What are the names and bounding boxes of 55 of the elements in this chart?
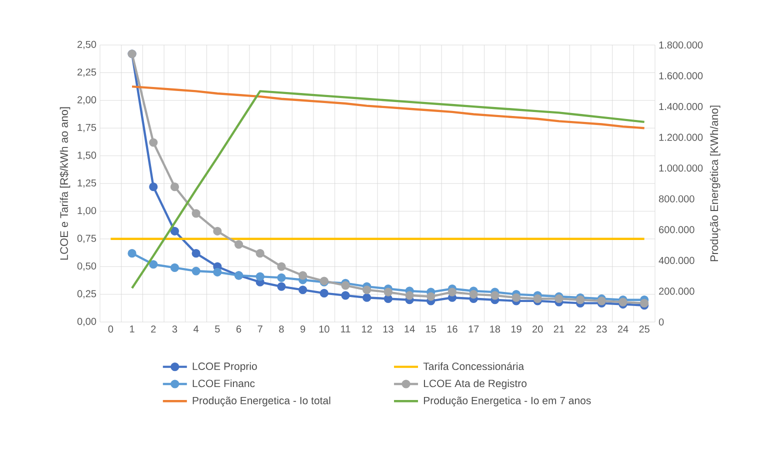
x-tick-label: 9: [300, 326, 306, 333]
y2-tick-label: 0: [658, 318, 664, 326]
y-tick-label: 0,00: [77, 318, 96, 326]
x-tick-label: 15: [426, 326, 436, 333]
x-tick-label: 13: [383, 326, 394, 333]
y2-tick-label: 200.000: [659, 288, 694, 295]
x-tick-label: 22: [575, 326, 586, 333]
legend-label: Tarifa Concessionária: [423, 362, 524, 370]
y-tick-label: 0,50: [77, 262, 96, 271]
y2-tick-label: 1.600.000: [659, 72, 703, 80]
y2-axis-title: Produção Energética [KWh/ano]: [710, 106, 720, 262]
x-tick-label: 6: [236, 326, 242, 333]
y-tick-label: 1,75: [78, 124, 96, 132]
x-tick-label: 10: [319, 326, 330, 333]
y2-tick-label: 800.000: [658, 195, 694, 202]
x-tick-label: 20: [532, 326, 543, 333]
y2-tick-label: 1.800.000: [659, 41, 703, 49]
x-tick-label: 4: [194, 326, 199, 332]
legend-label: Produção Energetica - Io em 7 anos: [424, 396, 591, 406]
y2-tick-label: 1.000.000: [659, 164, 703, 172]
legend-label: LCOE Proprio: [192, 362, 257, 372]
x-tick-label: 7: [258, 326, 262, 332]
x-tick-label: 1: [130, 326, 134, 332]
y-tick-label: 0,25: [77, 290, 96, 298]
x-tick-label: 5: [215, 326, 220, 333]
y-tick-label: 0,75: [77, 234, 96, 244]
x-tick-label: 0: [108, 326, 114, 333]
x-tick-label: 17: [468, 326, 479, 332]
x-tick-label: 16: [447, 326, 458, 333]
y2-tick-label: 1.200.000: [659, 134, 703, 141]
y2-tick-label: 600.000: [659, 226, 694, 234]
legend-label: Produção Energetica - Io total: [192, 396, 330, 406]
y2-tick-label: 400.000: [658, 256, 694, 264]
y-axis-title: LCOE e Tarifa [R$/kWh ao ano]: [60, 107, 70, 260]
y2-tick-label: 1.400.000: [659, 103, 703, 110]
x-tick-label: 23: [596, 326, 607, 333]
x-tick-label: 21: [554, 326, 564, 333]
y-tick-label: 2,25: [78, 68, 96, 77]
x-tick-label: 25: [639, 326, 650, 333]
y-tick-label: 2,00: [78, 96, 96, 105]
x-tick-label: 19: [511, 326, 522, 333]
y-tick-label: 2,50: [78, 40, 96, 50]
y-tick-label: 1,50: [78, 152, 96, 160]
x-tick-label: 12: [362, 326, 372, 333]
y-tick-label: 1,00: [78, 207, 96, 216]
x-tick-label: 18: [490, 326, 500, 333]
y-tick-label: 1,25: [78, 179, 96, 188]
x-tick-label: 24: [618, 326, 628, 333]
x-tick-label: 3: [172, 326, 178, 333]
x-tick-label: 2: [151, 326, 156, 333]
x-tick-label: 11: [341, 326, 350, 332]
x-tick-label: 8: [279, 326, 284, 333]
legend-label: LCOE Financ: [192, 379, 255, 388]
legend-label: LCOE Ata de Registro: [424, 379, 527, 390]
x-tick-label: 14: [404, 326, 415, 332]
